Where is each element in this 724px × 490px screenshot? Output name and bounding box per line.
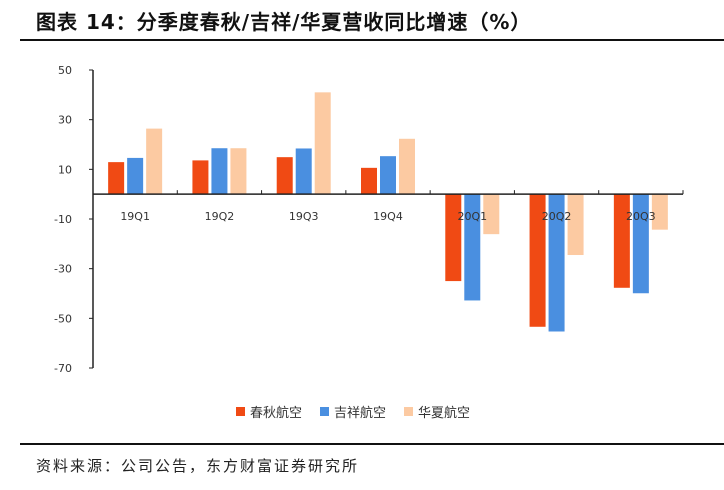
legend: 春秋航空 吉祥航空 华夏航空 [236, 402, 470, 421]
bar-吉祥航空-19Q2 [211, 148, 228, 195]
bar-吉祥航空-19Q4 [380, 156, 396, 195]
legend-item: 华夏航空 [404, 402, 470, 421]
legend-swatch [404, 407, 414, 416]
bar-春秋航空-19Q4 [361, 167, 377, 195]
title-divider [20, 39, 724, 41]
source-note: 资料来源：公司公告，东方财富证券研究所 [36, 457, 360, 475]
bar-华夏航空-19Q2 [230, 148, 247, 195]
bar-春秋航空-19Q2 [192, 160, 209, 195]
legend-label: 春秋航空 [250, 406, 303, 421]
legend-swatch [236, 407, 245, 416]
bar-春秋航空-19Q1 [108, 162, 125, 195]
y-tick-label: -70 [54, 362, 72, 375]
bar-华夏航空-20Q1 [483, 194, 500, 235]
bar-吉祥航空-19Q1 [127, 157, 144, 195]
source-divider [20, 443, 724, 445]
legend-swatch [320, 407, 330, 416]
y-tick-label: 30 [58, 114, 72, 127]
y-tick-label: -10 [54, 213, 72, 226]
bar-华夏航空-19Q3 [314, 92, 331, 195]
legend-item: 春秋航空 [236, 402, 302, 421]
x-tick-label: 20Q3 [626, 210, 656, 223]
y-tick-label: -30 [54, 263, 72, 276]
x-tick-label: 19Q4 [373, 210, 403, 223]
x-tick-label: 19Q2 [205, 210, 235, 223]
legend-label: 华夏航空 [418, 406, 471, 421]
x-tick-label: 19Q1 [120, 210, 150, 223]
y-tick-label: 10 [58, 163, 72, 176]
bar-华夏航空-20Q2 [567, 194, 584, 256]
bar-春秋航空-20Q3 [613, 194, 630, 288]
bar-chart: 50 30 10 -10 -30 -50 -70 19Q1 19Q2 19Q3 19Q4 20Q1 20… [54, 64, 684, 375]
x-tick-label: 19Q3 [289, 210, 319, 223]
figure-title: 图表 14：分季度春秋/吉祥/华夏营收同比增速（%） [36, 10, 532, 34]
bar-吉祥航空-19Q3 [295, 148, 312, 195]
bar-春秋航空-19Q3 [276, 157, 293, 195]
x-tick-label: 20Q2 [542, 210, 572, 223]
bar-华夏航空-19Q4 [399, 138, 415, 195]
y-tick-label: -50 [54, 312, 72, 325]
bar-春秋航空-20Q1 [445, 194, 462, 282]
y-tick-label: 50 [58, 64, 72, 77]
bar-春秋航空-20Q2 [529, 194, 546, 327]
bar-吉祥航空-20Q3 [632, 194, 649, 294]
bar-华夏航空-19Q1 [146, 128, 163, 195]
x-tick-label: 20Q1 [457, 210, 487, 223]
legend-item: 吉祥航空 [320, 402, 386, 421]
bar-华夏航空-20Q3 [651, 194, 668, 230]
legend-label: 吉祥航空 [334, 406, 387, 421]
bar-吉祥航空-20Q2 [548, 194, 565, 332]
bar-吉祥航空-20Q1 [464, 194, 481, 301]
